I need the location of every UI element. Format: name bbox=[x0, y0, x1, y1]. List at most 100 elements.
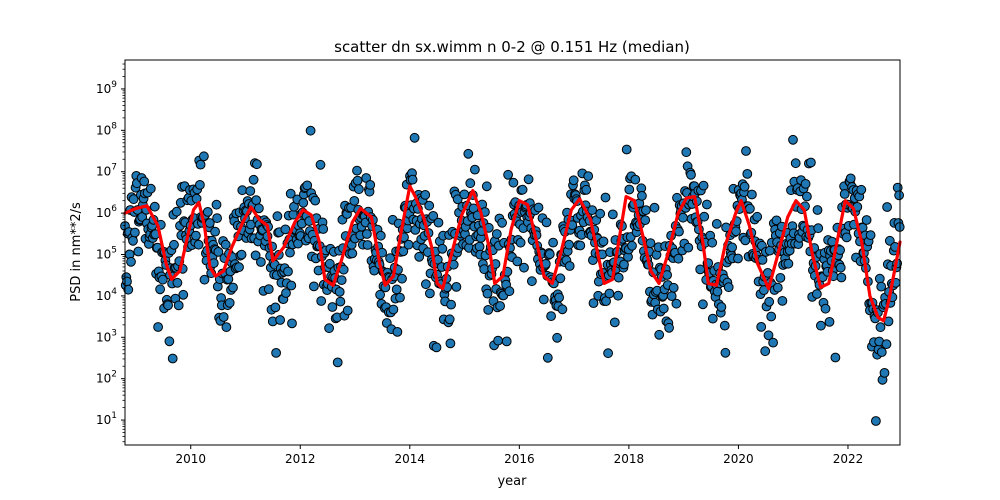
data-point bbox=[463, 148, 474, 159]
data-point bbox=[747, 189, 757, 200]
data-point bbox=[421, 279, 431, 290]
data-point bbox=[145, 183, 156, 194]
data-point bbox=[445, 338, 456, 349]
data-point bbox=[649, 202, 660, 213]
data-point bbox=[428, 211, 439, 221]
data-point bbox=[763, 330, 774, 341]
data-point bbox=[555, 273, 566, 284]
data-point bbox=[483, 305, 494, 315]
data-point bbox=[407, 174, 418, 185]
data-point bbox=[619, 259, 629, 270]
axes: 2010 2012 2014 2016 2018 2020 2022 101 102 103 104… bbox=[96, 59, 901, 466]
y-tick-label: 104 bbox=[96, 287, 117, 303]
data-point bbox=[544, 249, 555, 260]
data-point bbox=[193, 239, 204, 250]
data-point bbox=[195, 159, 206, 170]
data-point bbox=[839, 189, 850, 199]
data-point bbox=[444, 314, 455, 325]
data-point bbox=[334, 287, 345, 297]
chart-title: scatter dn sx.wimm n 0-2 @ 0.151 Hz (med… bbox=[334, 38, 690, 56]
data-point bbox=[305, 125, 316, 136]
data-point bbox=[470, 164, 480, 175]
data-point bbox=[533, 202, 544, 213]
data-point bbox=[756, 322, 767, 332]
data-point bbox=[362, 229, 372, 239]
data-point bbox=[388, 304, 399, 315]
data-point bbox=[310, 195, 321, 206]
data-point bbox=[698, 299, 708, 310]
data-point bbox=[212, 213, 223, 224]
data-point bbox=[459, 189, 470, 200]
data-point bbox=[812, 205, 823, 215]
data-point bbox=[375, 230, 386, 241]
data-point bbox=[671, 298, 682, 309]
data-point bbox=[316, 296, 327, 306]
x-tick-label: 2022 bbox=[833, 452, 864, 466]
data-point bbox=[557, 304, 568, 315]
data-point bbox=[270, 302, 281, 313]
data-point bbox=[613, 290, 623, 301]
data-point bbox=[716, 302, 727, 312]
data-point bbox=[164, 336, 175, 347]
y-tick-label: 107 bbox=[96, 163, 117, 179]
data-point bbox=[347, 248, 358, 259]
data-point bbox=[772, 282, 783, 293]
data-point bbox=[397, 273, 407, 284]
y-tick-label: 103 bbox=[96, 328, 117, 344]
data-point bbox=[845, 173, 856, 184]
data-point bbox=[236, 249, 247, 260]
data-point bbox=[324, 258, 335, 269]
data-point bbox=[324, 323, 335, 334]
data-point bbox=[365, 180, 376, 190]
data-point bbox=[707, 313, 718, 324]
data-point bbox=[603, 348, 613, 359]
data-point bbox=[191, 230, 201, 241]
data-point bbox=[641, 205, 651, 216]
data-point bbox=[167, 353, 178, 364]
data-point bbox=[609, 317, 620, 328]
data-point bbox=[395, 292, 405, 303]
data-point bbox=[740, 235, 751, 246]
data-point bbox=[777, 296, 788, 306]
data-point bbox=[598, 236, 609, 247]
data-point bbox=[155, 284, 166, 295]
data-point bbox=[698, 180, 709, 191]
data-point bbox=[254, 203, 264, 214]
data-point bbox=[637, 191, 647, 201]
data-point bbox=[875, 322, 886, 333]
data-point bbox=[362, 240, 373, 250]
data-point bbox=[595, 208, 606, 219]
data-point bbox=[771, 215, 782, 226]
data-point bbox=[812, 289, 822, 299]
data-point bbox=[813, 223, 824, 234]
data-point bbox=[228, 282, 238, 293]
data-point bbox=[733, 253, 743, 264]
data-point bbox=[352, 175, 363, 186]
data-point bbox=[681, 147, 692, 158]
data-point bbox=[783, 258, 794, 269]
data-point bbox=[607, 209, 618, 220]
data-point bbox=[630, 174, 641, 185]
data-point bbox=[678, 212, 688, 223]
data-point bbox=[482, 288, 493, 299]
median-line bbox=[123, 184, 902, 323]
data-point bbox=[874, 273, 885, 284]
data-point bbox=[283, 266, 293, 277]
data-point bbox=[252, 159, 262, 170]
data-point bbox=[251, 195, 262, 206]
data-point bbox=[128, 235, 138, 246]
data-point bbox=[865, 230, 876, 241]
data-point bbox=[451, 282, 462, 292]
data-point bbox=[800, 179, 811, 189]
data-point bbox=[446, 299, 457, 310]
y-tick-label: 105 bbox=[96, 246, 117, 262]
data-point bbox=[271, 348, 282, 358]
data-point bbox=[775, 273, 786, 283]
data-point bbox=[564, 239, 574, 250]
data-point bbox=[645, 238, 656, 249]
data-point bbox=[199, 151, 209, 162]
data-point bbox=[600, 192, 611, 203]
data-point bbox=[199, 274, 210, 285]
data-point bbox=[587, 205, 598, 216]
data-point bbox=[420, 190, 431, 200]
